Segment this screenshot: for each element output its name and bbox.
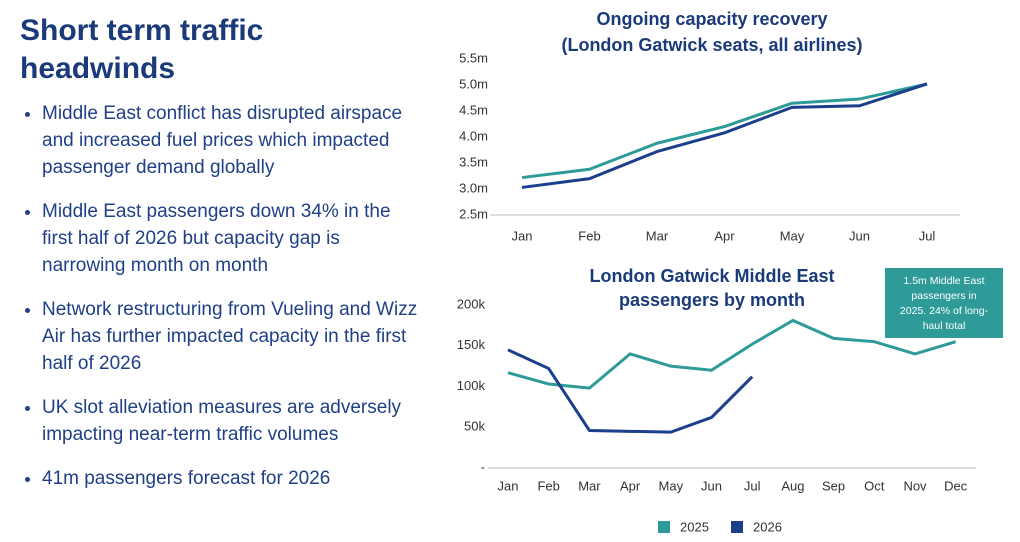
- y-tick-label: 50k: [464, 419, 485, 434]
- y-tick-label: 4.0m: [459, 128, 488, 143]
- x-tick-label: Mar: [646, 228, 669, 243]
- x-tick-label: Sep: [822, 478, 845, 493]
- y-tick-label: 200k: [457, 296, 486, 311]
- y-tick-label: 5.5m: [459, 50, 488, 65]
- y-tick-label: 2.5m: [459, 206, 488, 221]
- x-tick-label: Apr: [714, 228, 735, 243]
- bullet: Middle East passengers down 34% in the f…: [42, 198, 420, 279]
- y-tick-label: 3.0m: [459, 180, 488, 195]
- annotation-text: 2025. 24% of long-: [900, 305, 989, 317]
- chart-title: Ongoing capacity recovery: [596, 9, 827, 29]
- y-tick-label: -: [481, 459, 485, 474]
- legend-swatch: [731, 521, 743, 533]
- y-tick-label: 3.5m: [459, 154, 488, 169]
- x-tick-label: Jan: [512, 228, 533, 243]
- x-tick-label: Dec: [944, 478, 968, 493]
- title-line: headwinds: [20, 52, 176, 85]
- bullet: Network restructuring from Vueling and W…: [42, 296, 420, 377]
- series-line: [521, 82, 928, 189]
- series-line: [507, 348, 754, 434]
- x-tick-label: Apr: [620, 478, 641, 493]
- text-panel: Short term traffic headwinds Middle East …: [20, 12, 420, 509]
- chart-title: (London Gatwick seats, all airlines): [561, 35, 862, 55]
- legend-swatch: [658, 521, 670, 533]
- title-line: Short term traffic: [20, 14, 264, 47]
- x-tick-label: Jul: [919, 228, 936, 243]
- x-tick-label: Jun: [849, 228, 870, 243]
- bullet: 41m passengers forecast for 2026: [42, 465, 420, 492]
- x-tick-label: Jun: [701, 478, 722, 493]
- slide-title: Short term traffic headwinds: [20, 12, 420, 88]
- series-line: [521, 82, 928, 180]
- annotation-text: passengers in: [911, 290, 977, 302]
- x-tick-label: Mar: [578, 478, 601, 493]
- y-tick-label: 5.0m: [459, 76, 488, 91]
- legend-label: 2026: [753, 519, 782, 534]
- x-tick-label: Jul: [744, 478, 761, 493]
- x-tick-label: Feb: [537, 478, 559, 493]
- bullet-list: Middle East conflict has disrupted airsp…: [20, 100, 420, 492]
- series-line: [507, 318, 957, 390]
- legend-label: 2025: [680, 519, 709, 534]
- annotation-text: haul total: [923, 320, 966, 332]
- y-tick-label: 150k: [457, 337, 486, 352]
- x-tick-label: Nov: [903, 478, 927, 493]
- x-tick-label: Aug: [781, 478, 804, 493]
- y-tick-label: 4.5m: [459, 102, 488, 117]
- bullet: Middle East conflict has disrupted airsp…: [42, 100, 420, 181]
- chart-title: London Gatwick Middle East: [589, 266, 834, 286]
- y-tick-label: 100k: [457, 378, 486, 393]
- annotation-box: [885, 268, 1003, 338]
- x-tick-label: Jan: [498, 478, 519, 493]
- annotation-text: 1.5m Middle East: [903, 275, 984, 287]
- x-tick-label: Oct: [864, 478, 885, 493]
- chart-title: passengers by month: [619, 290, 805, 310]
- x-tick-label: May: [780, 228, 805, 243]
- x-tick-label: May: [659, 478, 684, 493]
- bullet: UK slot alleviation measures are adverse…: [42, 394, 420, 448]
- x-tick-label: Feb: [578, 228, 600, 243]
